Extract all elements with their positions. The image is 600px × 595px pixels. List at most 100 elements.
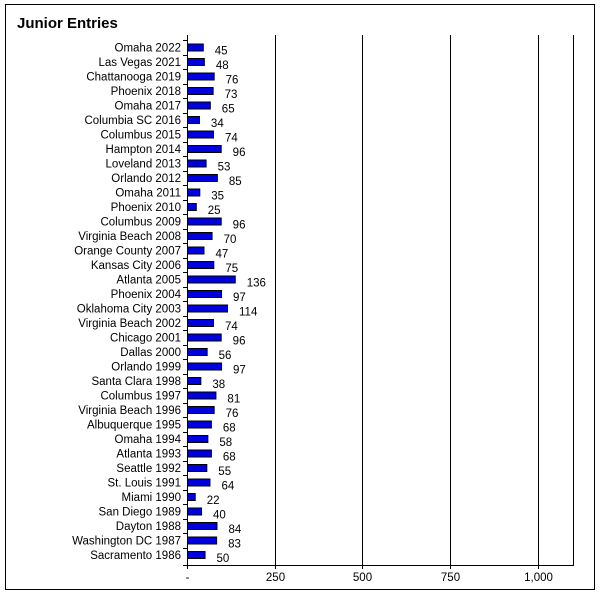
value-label-16: 136 [247, 278, 266, 290]
bar-29 [187, 464, 208, 472]
category-label-20: Chicago 2001 [110, 333, 181, 345]
bar-31 [187, 493, 196, 501]
bar-17 [187, 290, 223, 298]
category-label-31: Miami 1990 [122, 492, 181, 504]
category-label-13: Virginia Beach 2008 [78, 231, 181, 243]
bar-32 [187, 507, 203, 516]
bar-6 [187, 130, 214, 139]
value-label-21: 56 [219, 350, 232, 362]
bar-18 [187, 304, 229, 313]
value-label-12: 96 [233, 220, 246, 232]
category-label-23: Santa Clara 1998 [91, 376, 181, 388]
bar-9 [187, 174, 218, 182]
category-label-11: Phoenix 2010 [111, 202, 181, 214]
category-label-24: Columbus 1997 [100, 391, 181, 403]
bar-24 [187, 391, 217, 400]
bar-8 [187, 159, 207, 168]
bar-10 [187, 188, 201, 197]
bar-20 [187, 333, 222, 342]
value-label-6: 74 [225, 133, 238, 145]
bar-28 [187, 449, 212, 458]
category-label-35: Sacramento 1986 [90, 550, 181, 562]
bar-5 [187, 116, 200, 124]
x-tick-label-4: 1,000 [524, 572, 553, 584]
bar-7 [187, 145, 222, 153]
value-label-26: 68 [223, 423, 236, 435]
bar-21 [187, 348, 208, 356]
value-label-10: 35 [211, 191, 224, 203]
bar-0 [187, 43, 204, 52]
category-label-6: Columbus 2015 [100, 130, 181, 142]
bar-19 [187, 319, 214, 327]
category-label-30: St. Louis 1991 [107, 478, 181, 490]
category-label-1: Las Vegas 2021 [99, 57, 182, 69]
category-label-26: Albuquerque 1995 [87, 420, 181, 432]
x-tick-label-2: 500 [353, 572, 372, 584]
category-label-7: Hampton 2014 [106, 144, 182, 156]
bar-35 [187, 551, 206, 559]
value-label-3: 73 [225, 89, 238, 101]
value-label-25: 76 [226, 408, 239, 420]
value-label-0: 45 [215, 46, 228, 58]
category-label-29: Seattle 1992 [116, 463, 181, 475]
category-label-15: Kansas City 2006 [91, 260, 181, 272]
value-label-32: 40 [213, 510, 226, 522]
category-label-8: Loveland 2013 [106, 159, 181, 171]
category-label-0: Omaha 2022 [115, 43, 182, 55]
value-label-35: 50 [217, 553, 230, 565]
value-label-20: 96 [233, 336, 246, 348]
value-label-33: 84 [228, 524, 241, 536]
bar-22 [187, 362, 223, 371]
bar-1 [187, 58, 205, 66]
value-label-8: 53 [218, 162, 231, 174]
x-tick-label-3: 750 [441, 572, 460, 584]
category-label-28: Atlanta 1993 [116, 449, 181, 461]
bar-25 [187, 406, 215, 414]
category-label-21: Dallas 2000 [120, 347, 181, 359]
value-label-18: 114 [239, 307, 258, 319]
category-label-16: Atlanta 2005 [116, 275, 181, 287]
value-label-1: 48 [216, 60, 229, 72]
bar-16 [187, 275, 236, 284]
bar-12 [187, 217, 222, 226]
bar-14 [187, 246, 205, 255]
value-label-34: 83 [228, 539, 241, 551]
category-label-32: San Diego 1989 [99, 507, 181, 519]
category-label-12: Columbus 2009 [100, 217, 181, 229]
category-label-19: Virginia Beach 2002 [78, 318, 181, 330]
category-label-22: Orlando 1999 [111, 362, 181, 374]
value-label-9: 85 [229, 176, 242, 188]
bar-11 [187, 203, 197, 211]
bar-30 [187, 478, 211, 487]
category-label-34: Washington DC 1987 [72, 536, 181, 548]
chart-title: Junior Entries [17, 15, 118, 32]
category-label-33: Dayton 1988 [116, 521, 181, 533]
value-label-28: 68 [223, 452, 236, 464]
value-label-11: 25 [208, 205, 221, 217]
bar-2 [187, 72, 215, 81]
value-label-23: 38 [212, 379, 225, 391]
value-label-4: 65 [222, 104, 235, 116]
bar-15 [187, 261, 215, 269]
value-label-2: 76 [226, 75, 239, 87]
category-label-18: Oklahoma City 2003 [77, 304, 181, 316]
bar-23 [187, 377, 202, 385]
bar-27 [187, 435, 209, 443]
bar-34 [187, 536, 218, 545]
bar-33 [187, 522, 218, 530]
bar-13 [187, 232, 213, 240]
value-label-31: 22 [207, 495, 220, 507]
value-label-27: 58 [219, 437, 232, 449]
category-label-10: Omaha 2011 [115, 188, 181, 200]
category-label-9: Orlando 2012 [111, 173, 181, 185]
value-label-7: 96 [233, 147, 246, 159]
category-label-4: Omaha 2017 [115, 101, 182, 113]
bar-4 [187, 101, 211, 110]
value-label-29: 55 [218, 466, 231, 478]
value-label-19: 74 [225, 321, 238, 333]
value-label-14: 47 [215, 249, 228, 261]
category-label-14: Orange County 2007 [74, 246, 181, 258]
chart-frame [5, 4, 595, 590]
value-label-22: 97 [233, 365, 246, 377]
